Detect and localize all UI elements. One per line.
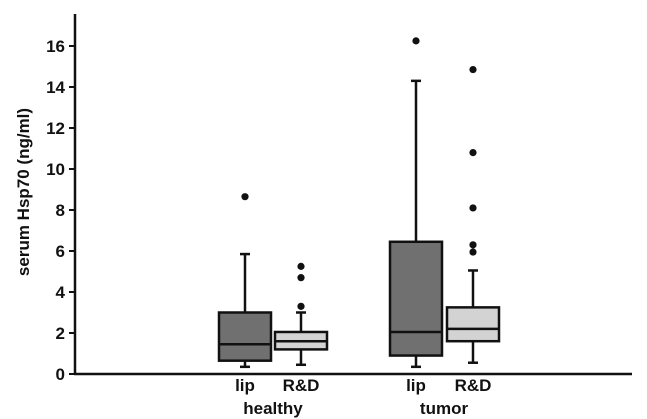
- outlier-point: [241, 193, 249, 201]
- outlier-point: [469, 65, 477, 74]
- y-tick-label: 12: [46, 119, 65, 138]
- y-tick-label: 2: [56, 324, 65, 343]
- outlier-point: [412, 37, 420, 45]
- box-label: R&D: [455, 376, 492, 395]
- box-healthy-lip: [217, 311, 273, 362]
- y-tick-label: 8: [56, 201, 65, 220]
- y-axis-title: serum Hsp70 (ng/ml): [14, 108, 33, 276]
- y-tick-label: 10: [46, 160, 65, 179]
- box-tumor-randd: [445, 306, 501, 343]
- axes: 0 2 4 6 8 10 12 14 16: [46, 14, 632, 384]
- y-tick-label: 16: [46, 37, 65, 56]
- outlier-point: [469, 149, 477, 157]
- box-tumor-lip: [388, 240, 444, 357]
- group-label: tumor: [420, 399, 469, 418]
- y-tick-label: 14: [46, 78, 65, 97]
- y-tick-label: 6: [56, 242, 65, 261]
- y-tick-label: 4: [56, 283, 66, 302]
- outlier-point: [469, 204, 477, 212]
- box-label: lip: [235, 376, 255, 395]
- plot-marks: [217, 37, 501, 369]
- outlier-point: [469, 241, 477, 249]
- y-tick-label: 0: [56, 365, 65, 384]
- group-label: healthy: [243, 399, 303, 418]
- box-label: lip: [406, 376, 426, 395]
- outlier-point: [297, 274, 305, 282]
- box-label: R&D: [283, 376, 320, 395]
- outlier-point: [297, 302, 305, 310]
- category-labels: lip R&D healthy lip R&D tumor: [235, 376, 491, 418]
- outlier-point: [469, 248, 477, 256]
- outlier-point: [297, 262, 305, 270]
